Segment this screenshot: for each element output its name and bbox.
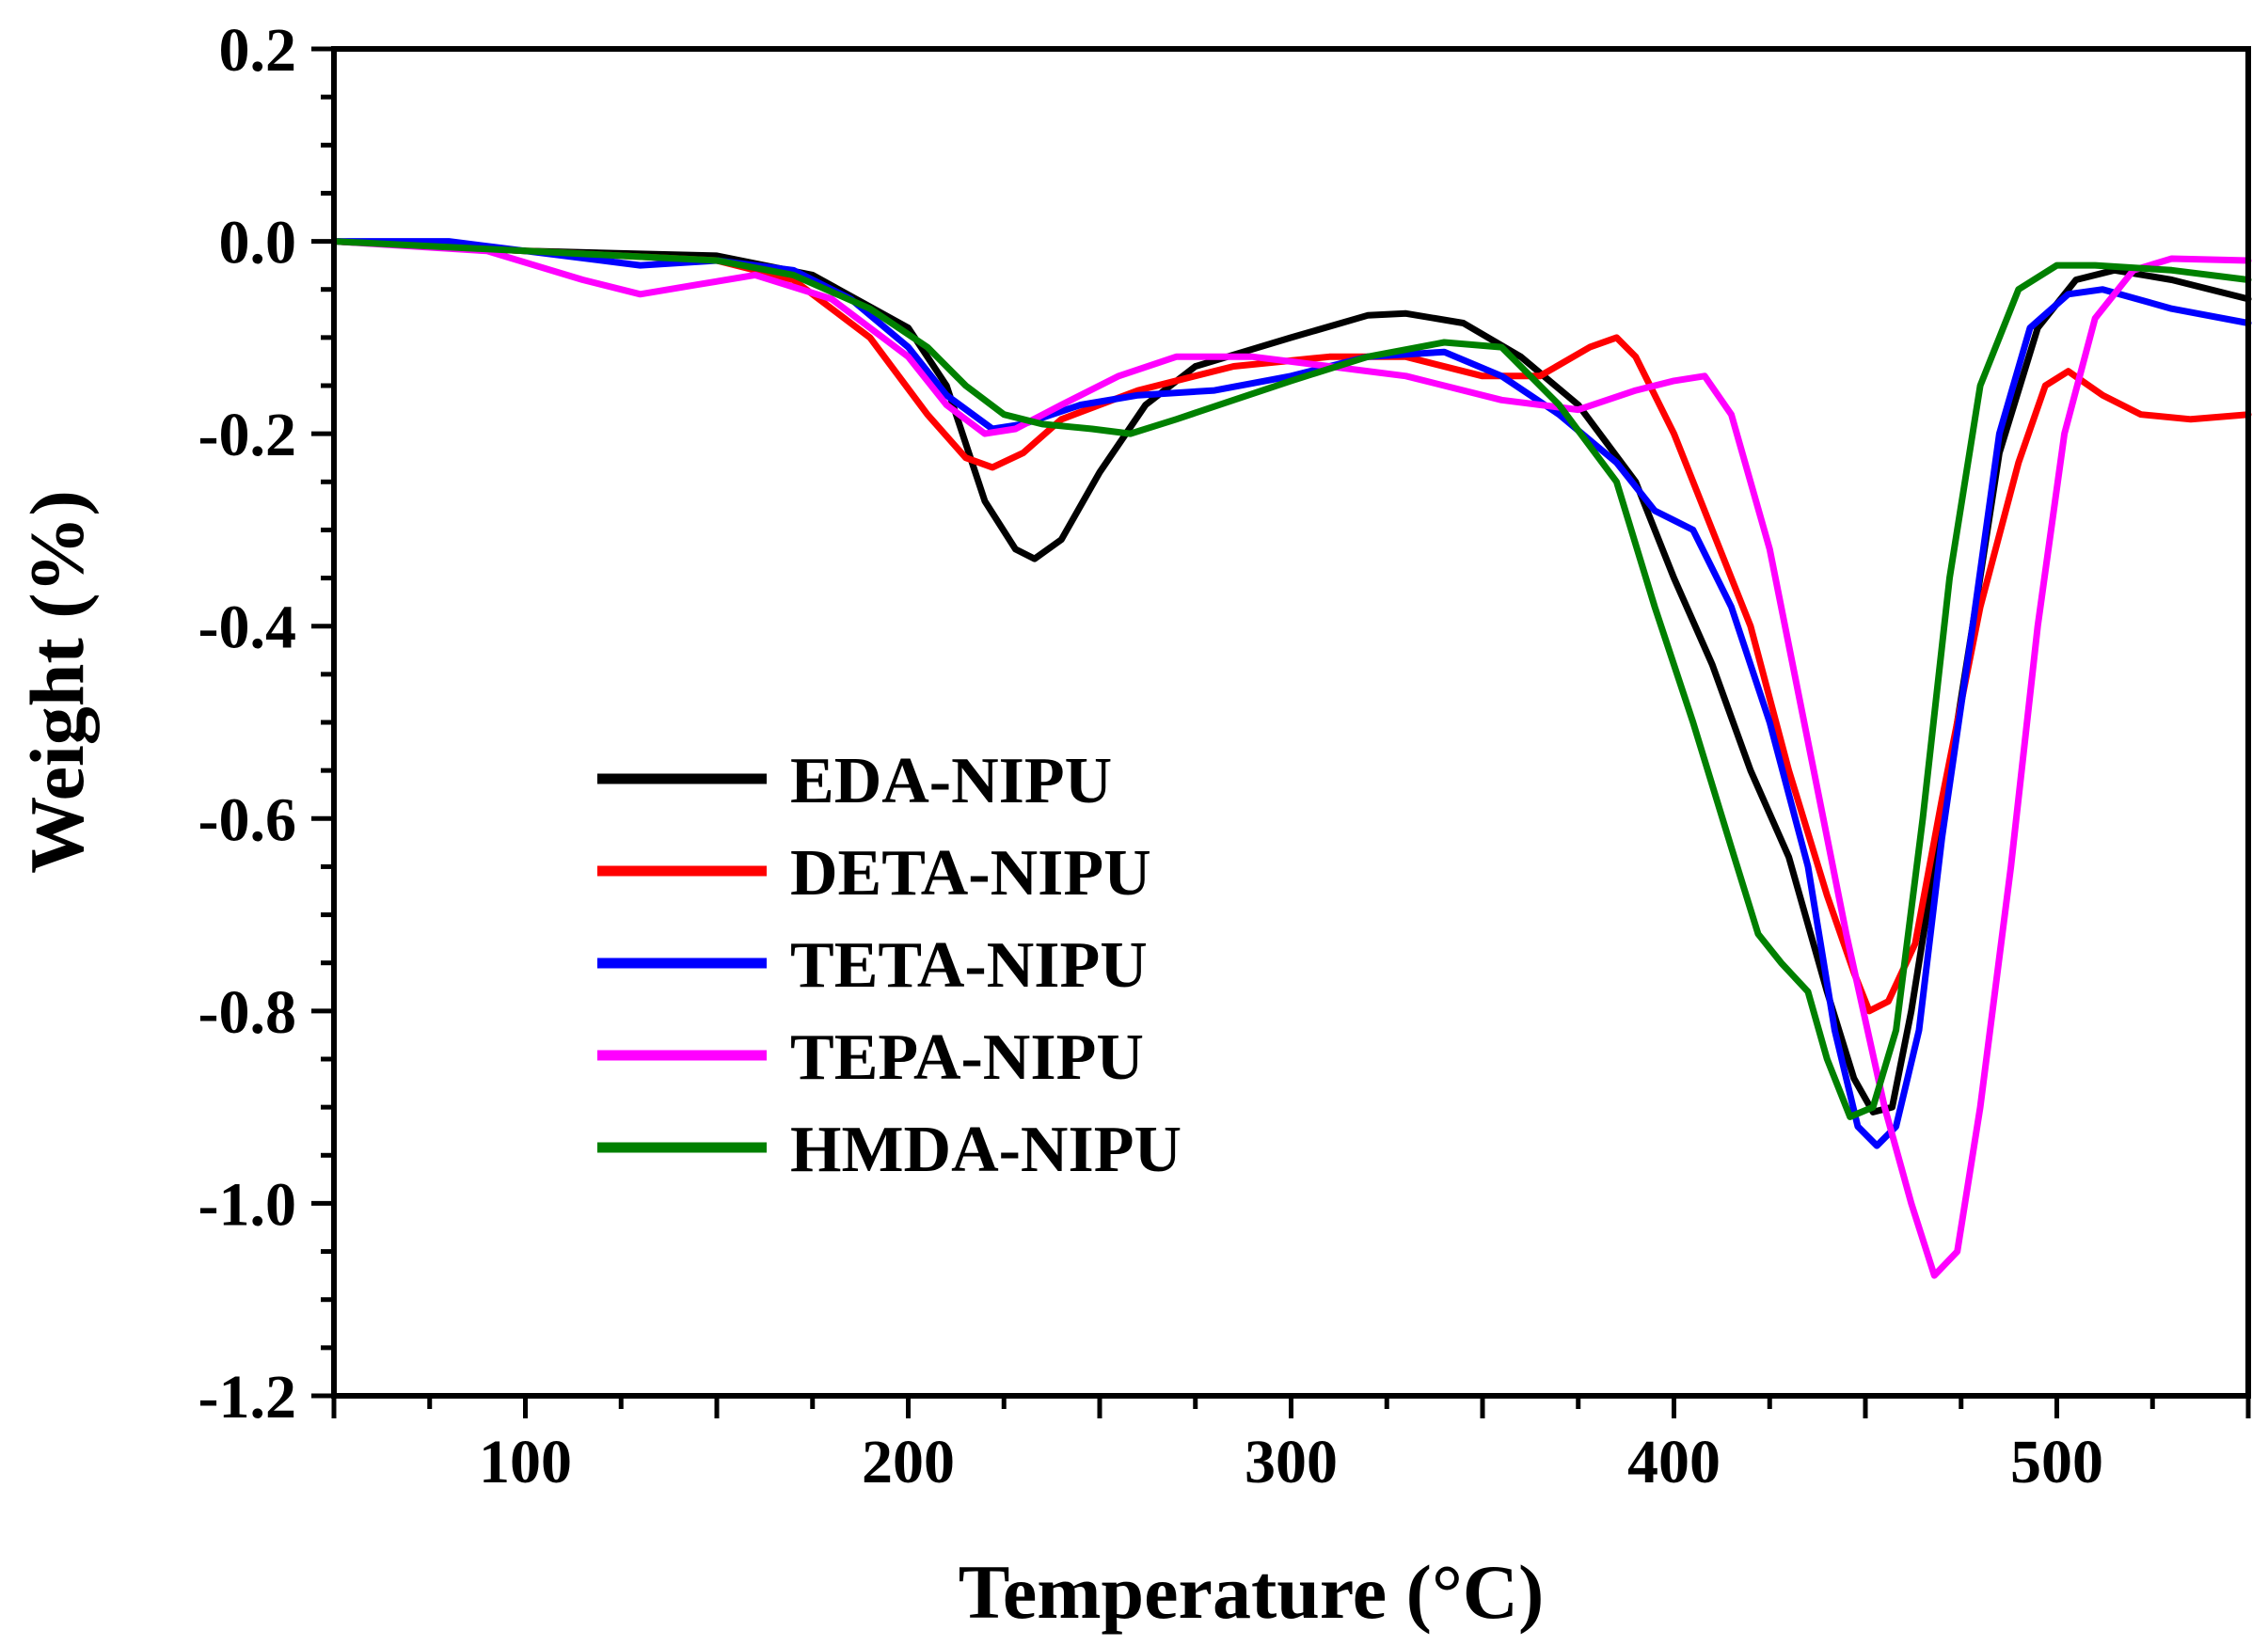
x-tick-label: 400 — [1627, 1428, 1721, 1496]
legend: EDA-NIPU DETA-NIPU TETA-NIPU TEPA-NIPU HMDA-… — [597, 745, 1182, 1186]
y-axis-title: Weight (%) — [14, 490, 100, 874]
x-axis-title: Temperature (°C) — [959, 1549, 1545, 1635]
y-tick-label: -0.4 — [198, 594, 296, 662]
x-tick-label: 200 — [862, 1428, 955, 1496]
y-tick-label: 0.0 — [219, 209, 297, 277]
axis-ticks — [311, 46, 2251, 1418]
series-line-tepa-nipu — [330, 238, 2252, 1279]
y-tick-label: -0.2 — [198, 401, 296, 469]
legend-label-hmda-nipu: HMDA-NIPU — [790, 1114, 1182, 1186]
axis-tick-labels: 100 200 300 400 500 0.2 0.0 -0.2 -0.4 -0.6 -0.8 -1.… — [198, 16, 2103, 1496]
y-tick-label: -1.2 — [198, 1363, 296, 1432]
legend-label-teta-nipu: TETA-NIPU — [790, 929, 1148, 1002]
legend-label-tepa-nipu: TEPA-NIPU — [790, 1021, 1144, 1094]
y-tick-label: -0.8 — [198, 978, 296, 1047]
x-tick-label: 500 — [2010, 1428, 2103, 1496]
x-tick-label: 300 — [1245, 1428, 1338, 1496]
x-tick-label: 100 — [479, 1428, 572, 1496]
series-layer — [330, 238, 2252, 1279]
series-line-deta-nipu — [330, 238, 2252, 1015]
legend-label-eda-nipu: EDA-NIPU — [790, 745, 1112, 817]
y-tick-label: -1.0 — [198, 1170, 296, 1239]
y-tick-label: -0.6 — [198, 785, 296, 854]
y-tick-label: 0.2 — [219, 16, 297, 85]
series-line-hmda-nipu — [330, 238, 2252, 1120]
legend-label-deta-nipu: DETA-NIPU — [790, 837, 1151, 910]
